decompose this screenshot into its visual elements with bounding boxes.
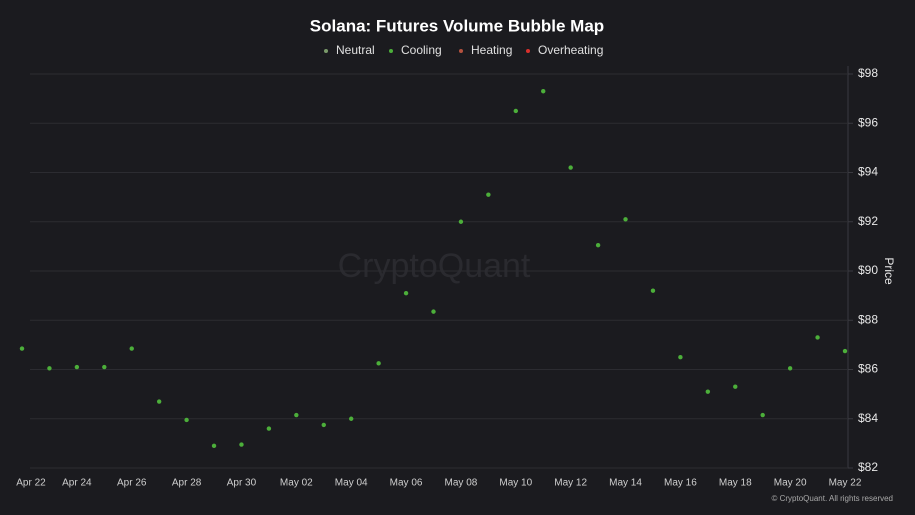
point bbox=[678, 354, 683, 360]
point bbox=[760, 412, 765, 418]
legend-marker bbox=[324, 49, 328, 53]
y-tick-label: $90 bbox=[858, 263, 878, 277]
x-tick-label: Apr 24 bbox=[62, 478, 92, 489]
point bbox=[541, 89, 546, 94]
x-tick-label: May 18 bbox=[719, 478, 752, 489]
point bbox=[184, 417, 189, 423]
x-tick-label: Apr 28 bbox=[172, 478, 202, 489]
point bbox=[568, 165, 573, 170]
point bbox=[787, 366, 793, 371]
point bbox=[102, 364, 107, 370]
point bbox=[513, 108, 518, 114]
x-tick-label: May 14 bbox=[609, 478, 642, 489]
point bbox=[403, 290, 409, 296]
chart-title: Solana: Futures Volume Bubble Map bbox=[310, 16, 604, 35]
y-tick-label: $86 bbox=[858, 362, 878, 376]
point bbox=[349, 416, 354, 421]
legend-label[interactable]: Overheating bbox=[538, 43, 603, 57]
point bbox=[486, 192, 491, 197]
legend-marker bbox=[526, 49, 530, 53]
point bbox=[733, 384, 738, 389]
point bbox=[294, 412, 299, 418]
x-tick-label: May 02 bbox=[280, 478, 313, 489]
y-tick-label: $88 bbox=[858, 312, 878, 326]
point bbox=[705, 389, 711, 394]
legend-label[interactable]: Neutral bbox=[336, 43, 375, 57]
point bbox=[239, 442, 244, 447]
point bbox=[376, 361, 381, 366]
watermark: CryptoQuant bbox=[338, 247, 531, 285]
point bbox=[129, 346, 134, 351]
x-tick-label: Apr 30 bbox=[227, 478, 257, 489]
y-tick-label: $94 bbox=[858, 165, 878, 179]
legend-label[interactable]: Cooling bbox=[401, 43, 442, 57]
legend-marker bbox=[459, 49, 463, 53]
x-tick-label: May 06 bbox=[390, 478, 423, 489]
x-tick-label: May 22 bbox=[829, 478, 862, 489]
x-tick-label: May 20 bbox=[774, 478, 807, 489]
y-axis-label: Price bbox=[882, 257, 896, 285]
point bbox=[815, 335, 820, 340]
y-tick-label: $96 bbox=[858, 115, 878, 129]
x-tick-label: May 16 bbox=[664, 478, 697, 489]
legend-marker bbox=[389, 49, 393, 53]
point bbox=[156, 399, 162, 404]
x-tick-label: May 10 bbox=[499, 478, 532, 489]
x-tick-label: May 04 bbox=[335, 478, 368, 489]
point bbox=[458, 219, 464, 224]
y-tick-label: $98 bbox=[858, 66, 878, 80]
point bbox=[266, 426, 272, 431]
y-tick-label: $82 bbox=[858, 460, 878, 474]
point bbox=[623, 217, 628, 222]
point bbox=[19, 346, 25, 351]
point bbox=[211, 443, 217, 449]
copyright: © CryptoQuant. All rights reserved bbox=[772, 494, 894, 503]
x-tick-label: May 12 bbox=[554, 478, 587, 489]
y-tick-label: $84 bbox=[858, 411, 878, 425]
x-tick-label: May 08 bbox=[445, 478, 478, 489]
point bbox=[321, 422, 326, 428]
point bbox=[74, 364, 80, 370]
y-tick-label: $92 bbox=[858, 214, 878, 228]
x-tick-label: Apr 22 bbox=[16, 478, 46, 489]
point bbox=[842, 348, 848, 354]
point bbox=[431, 309, 436, 314]
x-tick-label: Apr 26 bbox=[117, 478, 147, 489]
point bbox=[47, 366, 52, 371]
point bbox=[650, 288, 656, 293]
legend-label[interactable]: Heating bbox=[471, 43, 512, 57]
point bbox=[595, 242, 601, 248]
